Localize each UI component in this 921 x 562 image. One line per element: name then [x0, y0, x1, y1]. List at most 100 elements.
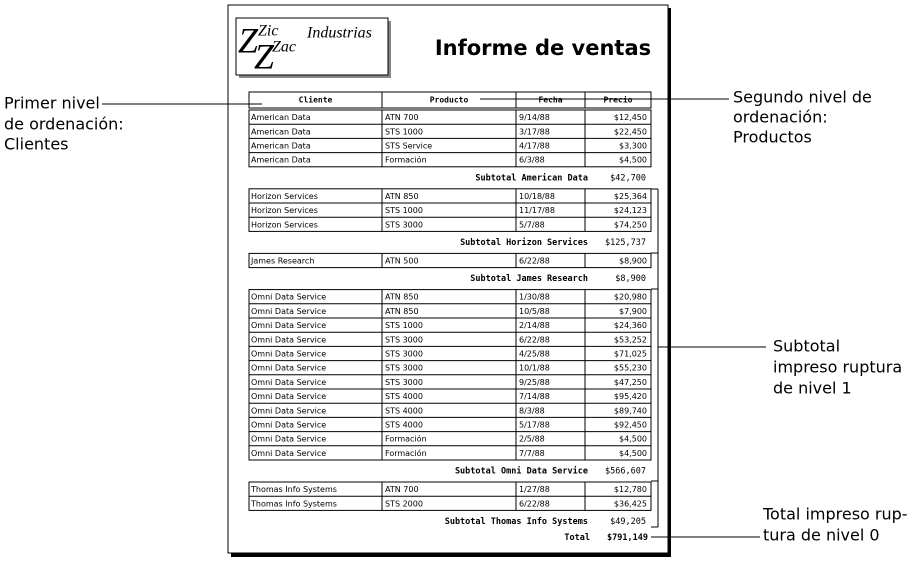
group-box	[248, 252, 652, 269]
cell: 10/1/88	[519, 364, 550, 373]
annotation-text: de ordenación:	[4, 115, 124, 134]
column-header: Precio	[604, 95, 633, 105]
annotation-second: Segundo nivel de ordenación: Productos	[480, 88, 872, 147]
cell: $71,025	[614, 350, 647, 359]
annotation-text: Subtotal	[773, 337, 840, 356]
cell: 5/17/88	[519, 421, 550, 430]
cell: 5/7/88	[519, 220, 545, 229]
cell: $24,360	[614, 321, 647, 330]
cell: American Data	[251, 127, 311, 136]
cell: 6/3/88	[519, 156, 545, 165]
cell: $92,450	[614, 421, 647, 430]
subtotal-value: $125,737	[605, 238, 646, 248]
cell: Horizon Services	[251, 192, 318, 201]
cell: 11/17/88	[519, 206, 555, 215]
cell: STS 3000	[385, 378, 423, 387]
cell: STS 1000	[385, 321, 423, 330]
cell: STS 1000	[385, 127, 423, 136]
cell: ATN 700	[385, 485, 419, 494]
cell: $24,123	[614, 206, 647, 215]
cell: $12,780	[614, 485, 647, 494]
subtotal-label: Subtotal James Research	[470, 274, 588, 284]
cell: $95,420	[614, 392, 647, 401]
cell: Omni Data Service	[251, 293, 326, 302]
subtotal-label: Subtotal American Data	[475, 172, 588, 183]
cell: 7/14/88	[519, 392, 550, 401]
cell: ATN 850	[385, 192, 419, 201]
annotation-text: tura de nivel 0	[763, 526, 880, 545]
cell: Thomas Info Systems	[250, 499, 337, 508]
cell: Thomas Info Systems	[250, 485, 337, 494]
cell: $55,230	[614, 364, 647, 373]
cell: STS 4000	[385, 421, 423, 430]
annotation-text: Total impreso rup-	[762, 505, 908, 524]
cell: Formación	[385, 448, 427, 458]
logo-text: Zac	[272, 39, 296, 56]
cell: $4,500	[619, 435, 647, 444]
annotation-subtotal: Subtotal impreso ruptura de nivel 1	[651, 188, 902, 528]
logo-z: Z	[238, 20, 259, 60]
cell: 10/18/88	[519, 192, 555, 201]
logo-text: Zic	[258, 23, 278, 40]
cell: $53,252	[614, 335, 647, 344]
cell: STS 1000	[385, 206, 423, 215]
cell: 6/22/88	[519, 499, 550, 508]
cell: Formación	[385, 155, 427, 165]
cell: $74,250	[614, 220, 647, 229]
cell: 7/7/88	[519, 449, 545, 458]
cell: $4,500	[619, 156, 647, 165]
cell: Horizon Services	[251, 206, 318, 215]
annotation-first: Primer nivel de ordenación: Clientes	[4, 94, 262, 154]
annotation-text: Clientes	[4, 135, 69, 154]
cell: $3,300	[619, 142, 647, 151]
cell: 1/27/88	[519, 485, 550, 494]
logo-z: Z	[254, 36, 275, 76]
logo-text: Industrias	[306, 25, 372, 42]
cell: Omni Data Service	[251, 321, 326, 330]
annotation-text: impreso ruptura	[773, 358, 902, 377]
cell: ATN 850	[385, 307, 419, 316]
annotation-text: de nivel 1	[773, 379, 852, 398]
cell: 1/30/88	[519, 293, 550, 302]
paper	[227, 4, 669, 554]
cell: 10/5/88	[519, 307, 550, 316]
cell: 6/22/88	[519, 257, 550, 266]
cell: $20,980	[614, 293, 647, 302]
cell: 3/17/88	[519, 127, 550, 136]
cell: STS Service	[385, 142, 432, 151]
column-header: Cliente	[299, 95, 333, 105]
subtotal-label: Subtotal Horizon Services	[460, 237, 588, 248]
subtotal-value: $8,900	[615, 274, 646, 284]
cell: $8,900	[619, 257, 647, 266]
cell: Omni Data Service	[251, 364, 326, 373]
annotation-text: Primer nivel	[4, 94, 100, 113]
annotation-text: Productos	[733, 128, 812, 147]
cell: STS 3000	[385, 364, 423, 373]
subtotal-label: Subtotal Thomas Info Systems	[445, 517, 588, 527]
annotation-total: Total impreso rup- tura de nivel 0	[651, 505, 908, 545]
cell: STS 3000	[385, 220, 423, 229]
cell: STS 2000	[385, 499, 423, 508]
cell: STS 3000	[385, 335, 423, 344]
cell: $7,900	[619, 307, 647, 316]
logo-box	[235, 17, 389, 76]
cell: 8/3/88	[519, 406, 545, 415]
cell: Horizon Services	[251, 220, 318, 229]
cell: ATN 700	[385, 113, 419, 122]
subtotal-value: $42,700	[610, 173, 646, 183]
cell: Omni Data Service	[251, 350, 326, 359]
total-label: Total	[564, 533, 590, 543]
cell: $12,450	[614, 113, 647, 122]
cell: 9/25/88	[519, 378, 550, 387]
cell: STS 3000	[385, 350, 423, 359]
total-value: $791,149	[607, 533, 648, 543]
cell: Omni Data Service	[251, 392, 326, 401]
cell: Omni Data Service	[251, 307, 326, 316]
cell: ATN 500	[385, 257, 419, 266]
table-header	[248, 91, 652, 109]
cell: Formación	[385, 434, 427, 444]
cell: American Data	[251, 113, 311, 122]
cell: Omni Data Service	[251, 435, 326, 444]
column-header: Fecha	[538, 96, 562, 105]
